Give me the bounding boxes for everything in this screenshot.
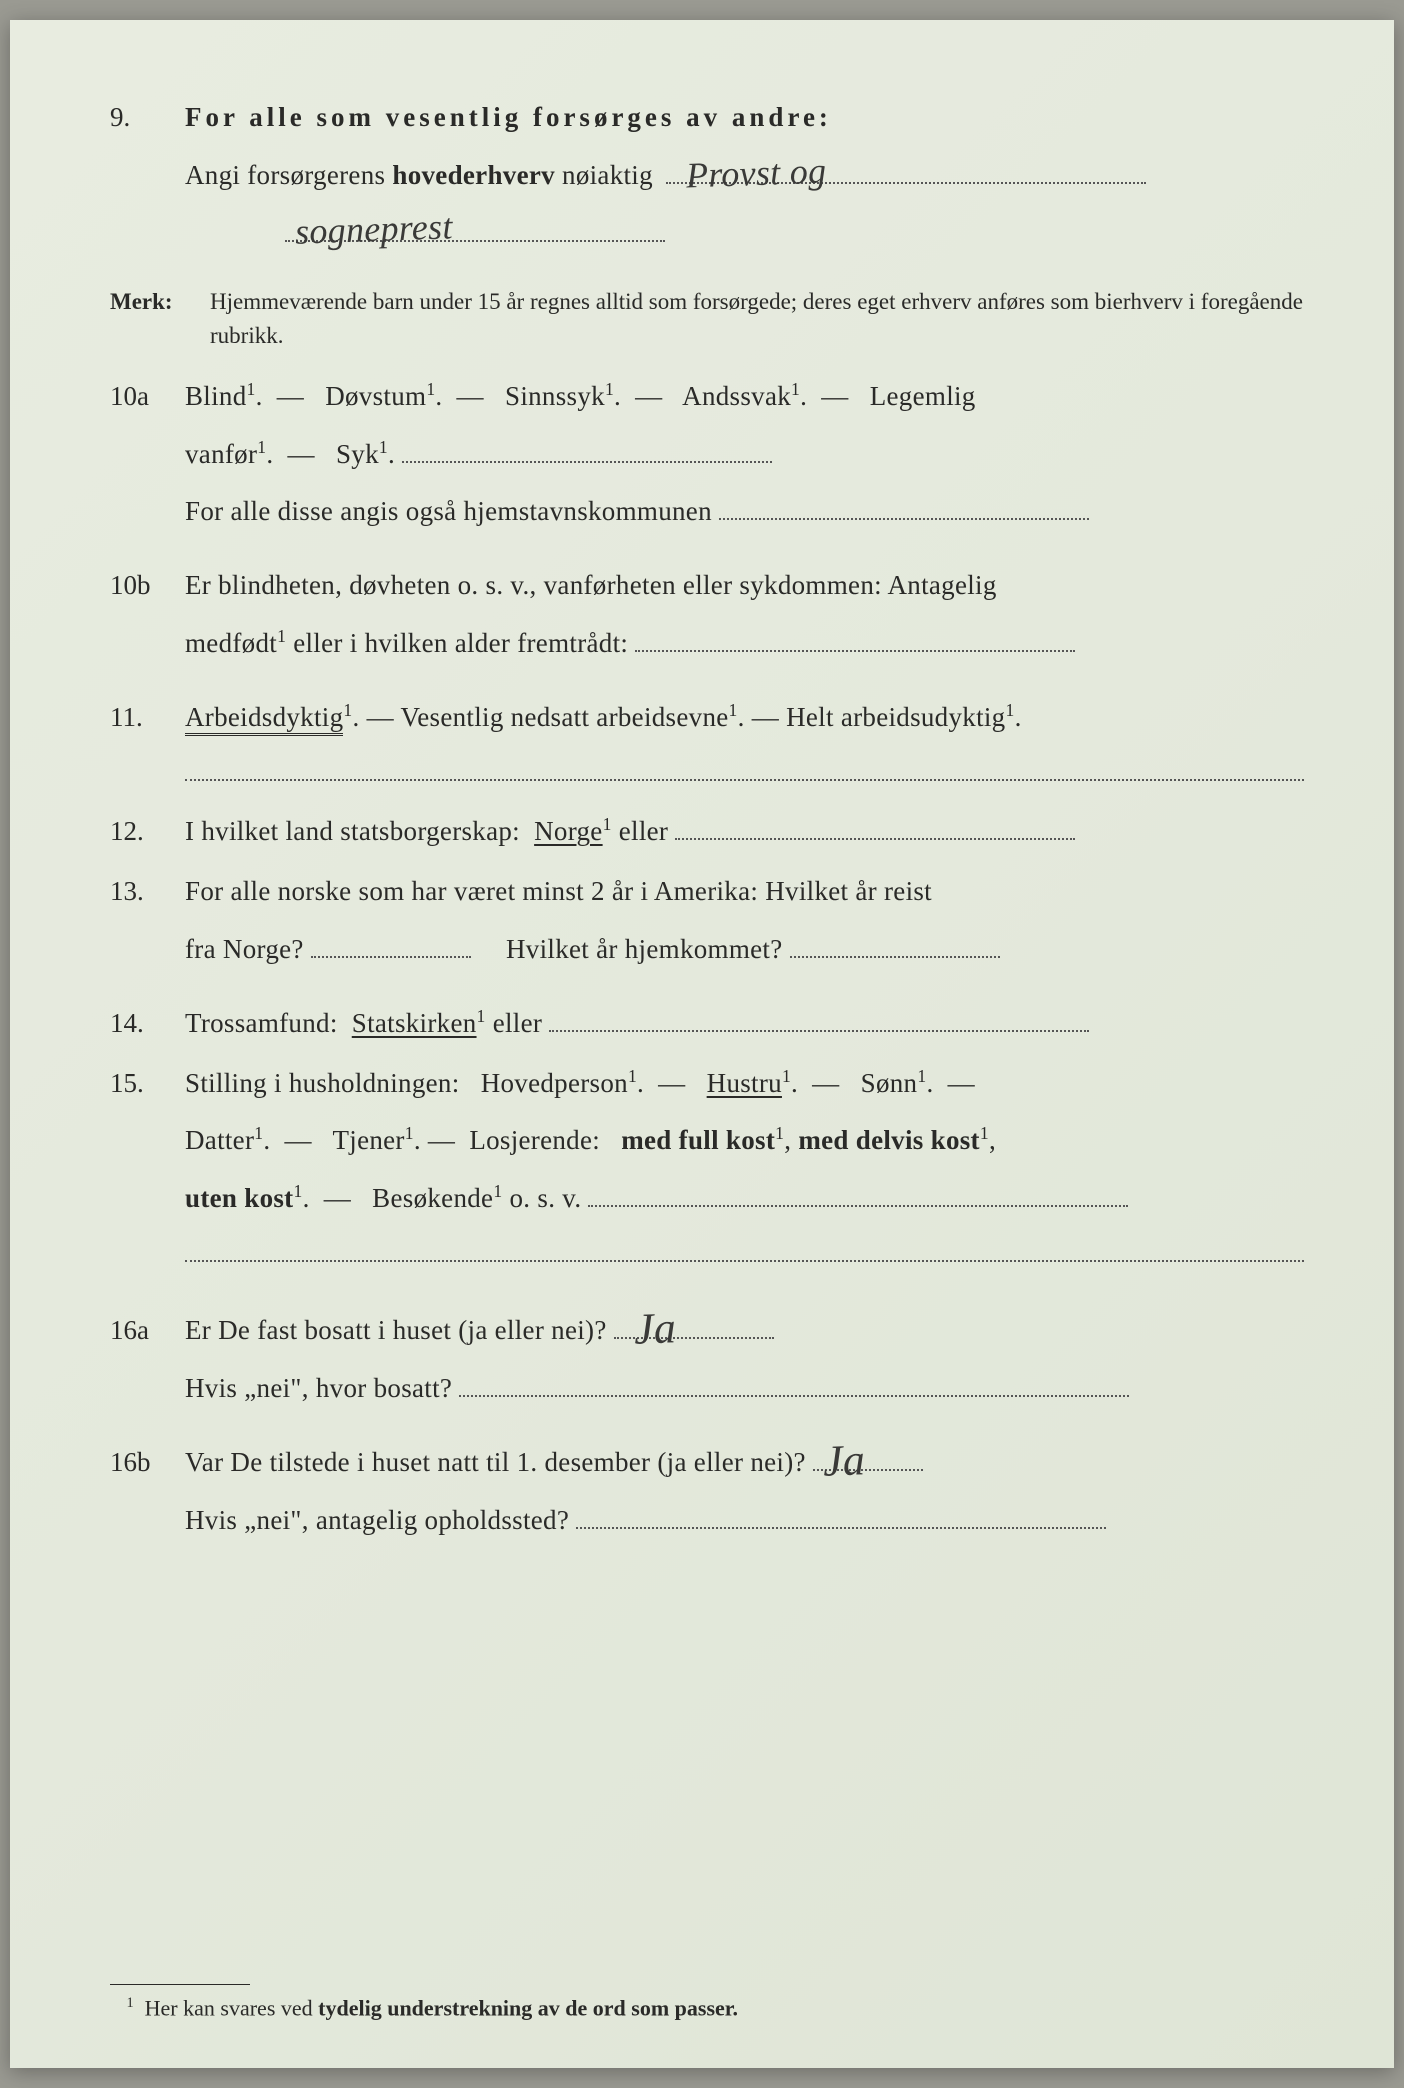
q10a-line1: Blind1. — Døvstum1. — Sinnssyk1. — Andss… — [185, 374, 1304, 420]
q16b-line1: Var De tilstede i huset natt til 1. dese… — [185, 1440, 1304, 1486]
q9-prefix: Angi forsørgerens — [185, 160, 385, 190]
question-12: 12. I hvilket land statsborgerskap: Norg… — [110, 809, 1304, 855]
q10a-number: 10a — [110, 374, 185, 420]
q15-fill — [588, 1180, 1128, 1207]
question-10b: 10b Er blindheten, døvheten o. s. v., va… — [110, 563, 1304, 667]
q12-underlined: Norge — [534, 816, 603, 846]
q11-opt1-underlined: Arbeidsdyktig — [185, 702, 343, 736]
q15-line2: Datter1. — Tjener1. — Losjerende: med fu… — [185, 1118, 1304, 1164]
q15-line1: Stilling i husholdningen: Hovedperson1. … — [185, 1061, 1304, 1107]
q16b-number: 16b — [110, 1440, 185, 1486]
q16a-fill1: Ja — [614, 1312, 774, 1339]
q15-underlined: Hustru — [707, 1068, 782, 1098]
q12-fill — [675, 813, 1075, 840]
q9-bold: hovederhverv — [392, 160, 555, 190]
q13-fill1 — [311, 931, 471, 958]
q14-fill — [549, 1005, 1089, 1032]
q12-content: I hvilket land statsborgerskap: Norge1 e… — [185, 809, 1304, 855]
q13-fill2 — [790, 931, 1000, 958]
q11-fill — [185, 753, 1304, 781]
question-15: 15. Stilling i husholdningen: Hovedperso… — [110, 1061, 1304, 1263]
q10b-line1: Er blindheten, døvheten o. s. v., vanfør… — [185, 563, 1304, 609]
q10a-line3: For alle disse angis også hjemstavnskomm… — [185, 489, 1304, 535]
q14-number: 14. — [110, 1001, 185, 1047]
q9-suffix: nøiaktig — [562, 160, 653, 190]
question-9: 9. For alle som vesentlig forsørges av a… — [110, 95, 1304, 257]
q16b-line2: Hvis „nei", antagelig opholdssted? — [185, 1498, 1304, 1544]
q13-line1: For alle norske som har været minst 2 år… — [185, 869, 1304, 915]
q9-fill-1: Provst og — [666, 157, 1146, 184]
q15-fill2 — [185, 1234, 1304, 1262]
q15-number: 15. — [110, 1061, 185, 1107]
q16b-fill1: Ja — [813, 1444, 923, 1471]
q10b-number: 10b — [110, 563, 185, 609]
merk-label: Merk: — [110, 285, 210, 354]
q16a-line1: Er De fast bosatt i huset (ja eller nei)… — [185, 1308, 1304, 1354]
footnote-rule — [110, 1984, 250, 1985]
q14-underlined: Statskirken — [352, 1008, 477, 1038]
q9-handwritten-2: sogneprest — [294, 196, 454, 263]
q16a-fill2 — [459, 1370, 1129, 1397]
q16a-number: 16a — [110, 1308, 185, 1354]
q10a-fill2 — [719, 493, 1089, 520]
q15-line3: uten kost1. — Besøkende1 o. s. v. — [185, 1176, 1304, 1222]
footnote-marker: 1 — [127, 1995, 134, 2011]
merk-note: Merk: Hjemmeværende barn under 15 år reg… — [110, 285, 1304, 354]
q14-content: Trossamfund: Statskirken1 eller — [185, 1001, 1304, 1047]
q9-fill-2: sogneprest — [285, 215, 665, 242]
question-11: 11. Arbeidsdyktig1. — Vesentlig nedsatt … — [110, 695, 1304, 781]
q13-line2: fra Norge? Hvilket år hjemkommet? — [185, 927, 1304, 973]
q9-line2: Angi forsørgerens hovederhverv nøiaktig … — [185, 153, 1304, 199]
q10a-fill — [402, 436, 772, 463]
q16a-hand: Ja — [632, 1292, 677, 1368]
document-page: 9. For alle som vesentlig forsørges av a… — [10, 20, 1394, 2068]
merk-text: Hjemmeværende barn under 15 år regnes al… — [210, 285, 1304, 354]
q11-number: 11. — [110, 695, 185, 741]
footnote: 1 Her kan svares ved tydelig understrekn… — [110, 1995, 1304, 2021]
q10b-line2: medfødt1 eller i hvilken alder fremtrådt… — [185, 621, 1304, 667]
q16b-fill2 — [576, 1502, 1106, 1529]
q12-number: 12. — [110, 809, 185, 855]
q9-heading: For alle som vesentlig forsørges av andr… — [185, 95, 1304, 141]
q10a-line2: vanfør1. — Syk1. — [185, 432, 1304, 478]
q10b-fill — [635, 625, 1075, 652]
footnote-text: Her kan svares ved tydelig understreknin… — [145, 1995, 738, 2020]
question-13: 13. For alle norske som har været minst … — [110, 869, 1304, 973]
question-16a: 16a Er De fast bosatt i huset (ja eller … — [110, 1308, 1304, 1412]
q13-number: 13. — [110, 869, 185, 915]
question-16b: 16b Var De tilstede i huset natt til 1. … — [110, 1440, 1304, 1544]
question-14: 14. Trossamfund: Statskirken1 eller — [110, 1001, 1304, 1047]
q9-number: 9. — [110, 95, 185, 141]
question-10a: 10a Blind1. — Døvstum1. — Sinnssyk1. — A… — [110, 374, 1304, 536]
q16b-hand: Ja — [822, 1423, 867, 1499]
q9-handwritten-1: Provst og — [685, 140, 827, 206]
q11-content: Arbeidsdyktig1. — Vesentlig nedsatt arbe… — [185, 695, 1304, 741]
q16a-line2: Hvis „nei", hvor bosatt? — [185, 1366, 1304, 1412]
